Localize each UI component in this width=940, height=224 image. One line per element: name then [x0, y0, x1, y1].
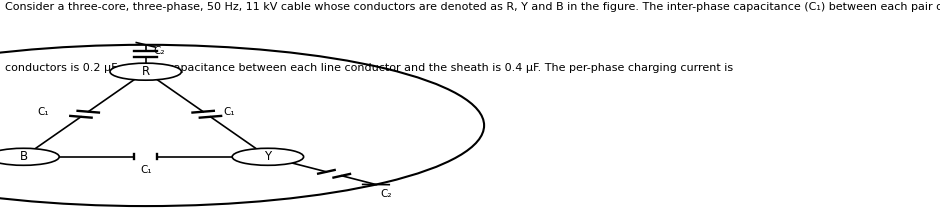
Text: C₁: C₁ [140, 165, 151, 175]
Text: Y: Y [264, 150, 272, 163]
Text: B: B [20, 150, 27, 163]
Text: Consider a three-core, three-phase, 50 Hz, 11 kV cable whose conductors are deno: Consider a three-core, three-phase, 50 H… [5, 2, 940, 12]
Text: conductors is 0.2 µF and the capacitance between each line conductor and the she: conductors is 0.2 µF and the capacitance… [5, 63, 733, 73]
Circle shape [232, 148, 304, 165]
Text: C₁: C₁ [224, 108, 235, 117]
Circle shape [110, 63, 181, 80]
Circle shape [0, 148, 59, 165]
Text: C₁: C₁ [38, 107, 49, 117]
Text: C₂: C₂ [381, 189, 392, 198]
Text: R: R [142, 65, 149, 78]
Text: C₂: C₂ [153, 46, 164, 56]
